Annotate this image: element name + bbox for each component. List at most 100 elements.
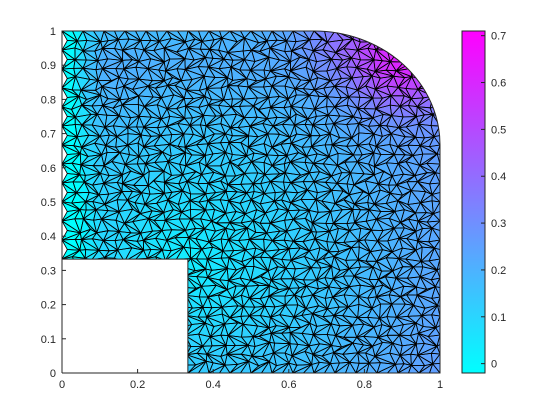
mesh-cell [92, 173, 104, 186]
mesh-cell [346, 116, 359, 125]
mesh-cell [269, 361, 277, 373]
mesh-cell [253, 336, 270, 347]
mesh-cell [201, 247, 213, 260]
mesh-cell [329, 223, 339, 232]
mesh-cell [118, 31, 130, 40]
mesh-cell [219, 365, 230, 373]
mesh-cell [220, 324, 229, 336]
mesh-cell [323, 256, 335, 267]
mesh-cell [62, 202, 80, 212]
mesh-cell [309, 31, 322, 40]
mesh-cell [394, 209, 405, 223]
mesh-cell [259, 47, 270, 58]
mesh-cell [346, 57, 357, 68]
mesh-cell [294, 285, 307, 298]
mesh-cell [329, 228, 339, 243]
mesh-cell [244, 38, 259, 51]
mesh-cell [335, 191, 350, 204]
mesh-cell [185, 162, 202, 175]
mesh-cell [218, 295, 233, 308]
mesh-cell [386, 252, 399, 259]
mesh-cell [264, 70, 271, 80]
mesh-cell [331, 59, 343, 69]
mesh-cell [386, 162, 399, 177]
mesh-cell [327, 307, 340, 316]
mesh-cell [135, 67, 148, 80]
mesh-cell [118, 39, 130, 51]
mesh-cell [386, 200, 398, 212]
mesh-cell [367, 308, 380, 319]
mesh-cell [138, 50, 151, 62]
colorbar-tick-label: 0.5 [491, 124, 506, 136]
mesh-cell [285, 260, 296, 269]
mesh-cell [290, 57, 309, 71]
mesh-cell [185, 134, 205, 148]
mesh-cell [204, 67, 215, 78]
plot-area [61, 30, 441, 374]
mesh-cell [386, 61, 397, 71]
mesh-cell [264, 173, 280, 182]
mesh-cell [141, 192, 150, 205]
colorbar-tick-label: 0.3 [491, 218, 506, 230]
mesh-cell [219, 268, 229, 281]
mesh-cell [62, 218, 81, 233]
mesh-cell [224, 322, 238, 336]
mesh-cell [330, 123, 340, 138]
mesh-cell [386, 125, 399, 134]
mesh-cell [115, 136, 128, 148]
mesh-cell [394, 222, 405, 229]
mesh-cell [400, 219, 416, 232]
mesh-cell [166, 237, 184, 248]
mesh-cell [376, 219, 394, 231]
mesh-cell [353, 145, 363, 155]
mesh-cell [285, 268, 296, 279]
mesh-cell [238, 227, 250, 241]
mesh-cell [352, 324, 364, 338]
mesh-cell [311, 267, 321, 280]
mesh-cell [280, 143, 292, 156]
mesh-cell [62, 69, 76, 79]
mesh-cell [161, 85, 174, 98]
mesh-cell [351, 57, 361, 68]
mesh-cell [288, 202, 300, 211]
mesh-cell [292, 351, 312, 365]
mesh-triangle [146, 257, 165, 271]
mesh-cell [241, 336, 254, 346]
mesh-cell [392, 238, 403, 252]
mesh-cell [305, 210, 313, 223]
mesh-cell [96, 230, 109, 241]
mesh-cell [420, 276, 436, 290]
mesh-cell [93, 219, 102, 233]
mesh-triangle [375, 39, 393, 51]
mesh-cell [104, 161, 123, 175]
y-tick-label: 0.5 [41, 197, 56, 209]
mesh-cell [207, 247, 223, 260]
mesh-cell [291, 256, 312, 268]
mesh-cell [261, 31, 272, 41]
mesh-cell [389, 144, 398, 155]
mesh-cell [366, 219, 377, 231]
mesh-cell [124, 247, 144, 262]
mesh-cell [220, 133, 230, 143]
mesh-cell [196, 276, 208, 287]
mesh-cell [374, 285, 383, 297]
mesh-cell [364, 230, 378, 241]
mesh-cell [219, 59, 232, 69]
mesh-cell [201, 285, 217, 297]
mesh-cell [102, 99, 120, 109]
mesh-cell [427, 213, 440, 222]
mesh-cell [92, 183, 104, 195]
mesh-triangle [77, 257, 88, 272]
mesh-cell [368, 152, 375, 167]
mesh-cell [345, 247, 359, 261]
mesh-cell [363, 98, 376, 109]
mesh-cell [407, 202, 421, 213]
mesh-cell [139, 146, 150, 157]
mesh-cell [372, 296, 381, 309]
mesh-cell [71, 192, 86, 203]
mesh-cell [284, 210, 294, 221]
mesh-cell [311, 354, 320, 365]
mesh-cell [283, 182, 291, 192]
mesh-cell [312, 125, 330, 136]
mesh-cell [156, 199, 168, 213]
